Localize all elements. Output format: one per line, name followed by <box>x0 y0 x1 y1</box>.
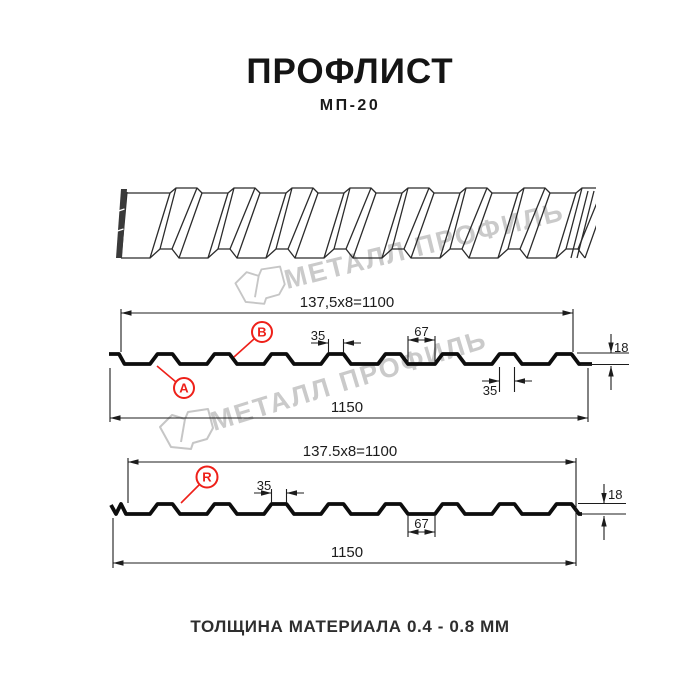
profile-outline-front <box>109 352 592 366</box>
product-code: МП-20 <box>319 97 381 114</box>
marker-b: B <box>233 321 273 358</box>
thickness-note: ТОЛЩИНА МАТЕРИАЛА 0.4 - 0.8 ММ <box>190 617 510 636</box>
profile-outline-back <box>109 502 582 516</box>
watermark-logo-top <box>234 265 286 305</box>
profile-drawing-front: 137,5x8=1100 35 67 35 18 1150 A B <box>109 294 629 422</box>
watermark-logo-bottom <box>159 408 214 450</box>
watermark-text-top: МЕТАЛЛ ПРОФИЛЬ <box>281 196 567 295</box>
dim-covering-width-2: 137.5x8=1100 <box>303 443 397 460</box>
dim-rib-top-2: 35 <box>257 478 271 493</box>
dim-flat-1: 67 <box>414 324 428 339</box>
page-title: ПРОФЛИСТ <box>246 52 454 91</box>
svg-text:A: A <box>179 381 189 396</box>
dim-height-1: 18 <box>614 340 628 355</box>
marker-a: A <box>156 365 195 399</box>
marker-r: R <box>180 465 219 504</box>
svg-text:R: R <box>202 470 212 485</box>
dim-height-2: 18 <box>608 487 622 502</box>
dim-rib-top-1: 35 <box>311 328 325 343</box>
dim-covering-width-1: 137,5x8=1100 <box>300 294 394 311</box>
svg-text:B: B <box>257 325 266 340</box>
dim-total-width-1: 1150 <box>331 399 363 416</box>
sheet-3d-view <box>116 187 596 259</box>
dim-total-width-2: 1150 <box>331 544 363 561</box>
watermark-text-bottom: МЕТАЛЛ ПРОФИЛЬ <box>207 324 491 437</box>
dim-flat-2: 67 <box>414 516 428 531</box>
dim-rib-bottom-1: 35 <box>483 383 497 398</box>
sheet-left-end-face <box>116 189 127 258</box>
profile-drawing-back: 137.5x8=1100 35 67 18 1150 R <box>109 443 626 568</box>
